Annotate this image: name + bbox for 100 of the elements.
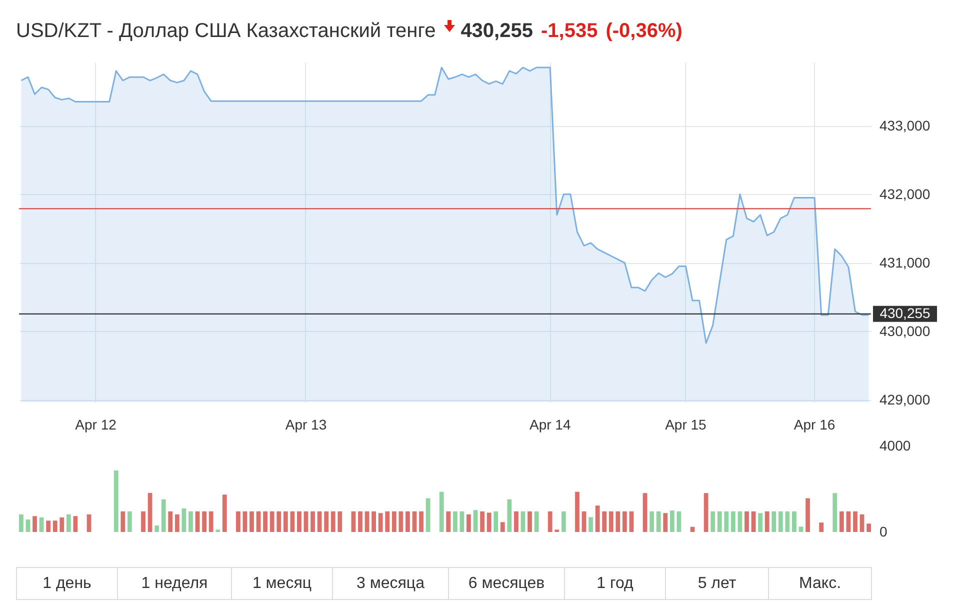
text: 1 день: [42, 574, 92, 594]
x-tick-label: Apr 13: [285, 416, 327, 432]
bar: [256, 511, 261, 532]
bar: [114, 470, 118, 532]
bar: [195, 511, 200, 532]
bar: [364, 511, 370, 532]
y-tick-label: 432,000: [880, 186, 930, 202]
bar: [650, 511, 654, 532]
x-tick-label: Apr 15: [665, 416, 707, 432]
bar: [608, 511, 614, 532]
y-tick-label: 4000: [880, 438, 911, 454]
text: 1 месяц: [231, 568, 332, 599]
bar: [174, 514, 180, 532]
bar: [846, 511, 851, 532]
chart-title: USD/KZT - Доллар США Казахстанский тенге: [16, 20, 436, 42]
bar: [270, 511, 274, 532]
bar: [548, 511, 552, 532]
bar: [839, 511, 844, 532]
bar: [629, 511, 634, 532]
bar: [595, 506, 600, 532]
bar: [154, 526, 160, 532]
bar: [330, 511, 336, 532]
bar: [751, 511, 756, 532]
bar: [242, 511, 248, 532]
bar: [276, 511, 282, 532]
bar: [236, 511, 240, 532]
y-tick-label: 429,000: [880, 391, 930, 408]
bar: [73, 516, 78, 532]
bar: [785, 511, 790, 532]
bar: [561, 511, 566, 532]
y-tick-label: 0: [880, 524, 888, 540]
y-tick-label: 431,000: [880, 254, 930, 270]
bar: [738, 511, 742, 532]
bar: [792, 511, 796, 532]
bar: [324, 511, 329, 532]
bar: [297, 511, 302, 532]
bar: [351, 511, 356, 532]
bar: [656, 511, 661, 532]
bar: [642, 493, 648, 532]
text: Макс.: [768, 568, 871, 599]
x-tick-label: Apr 12: [75, 416, 117, 432]
bar: [602, 511, 607, 532]
bar: [500, 522, 505, 532]
bar: [860, 514, 864, 532]
bar: [60, 517, 64, 532]
bar: [19, 514, 24, 532]
bar: [452, 511, 458, 532]
bar: [52, 520, 58, 532]
bar: [127, 511, 132, 532]
bar: [446, 511, 451, 532]
bar: [148, 492, 152, 532]
bar: [480, 511, 484, 532]
ref-line-label: 430,255: [880, 304, 931, 321]
bar: [208, 511, 214, 532]
y-tick-label: 430,000: [880, 322, 930, 339]
bar: [32, 516, 37, 532]
bar: [514, 511, 518, 532]
bar: [141, 511, 146, 532]
x-tick-label: Apr 16: [794, 416, 836, 432]
bar: [304, 511, 308, 532]
bar: [710, 511, 716, 532]
bar: [385, 511, 390, 532]
bar: [832, 493, 838, 532]
bar: [168, 511, 173, 532]
bar: [582, 511, 586, 532]
bar: [772, 511, 776, 532]
bar: [764, 511, 770, 532]
bar: [290, 511, 295, 532]
bar: [778, 511, 783, 532]
bar: [372, 511, 376, 532]
bar: [398, 511, 404, 532]
bar: [120, 511, 126, 532]
text: 430,255: [460, 20, 533, 42]
bar: [250, 511, 254, 532]
bar: [866, 524, 871, 532]
bar: [283, 511, 288, 532]
bar: [494, 511, 498, 532]
bar: [507, 499, 512, 532]
bar: [676, 511, 682, 532]
bar: [26, 520, 30, 532]
bar: [358, 511, 362, 532]
bar: [419, 511, 424, 532]
text: -1,535: [540, 20, 598, 42]
bar: [670, 510, 674, 532]
bar: [575, 492, 580, 532]
x-tick-label: Apr 14: [529, 416, 571, 432]
bar: [819, 522, 824, 532]
text: 3 месяца: [332, 568, 448, 599]
bar: [717, 511, 722, 532]
bar: [222, 494, 227, 532]
bar: [161, 499, 166, 532]
bar: [412, 511, 417, 532]
bar: [310, 511, 315, 532]
bar: [466, 514, 471, 532]
bar: [39, 517, 44, 532]
bar: [588, 517, 593, 532]
y-tick-label: 433,000: [880, 117, 930, 134]
bar: [426, 498, 430, 532]
bar: [439, 492, 444, 532]
bar: [663, 513, 668, 532]
